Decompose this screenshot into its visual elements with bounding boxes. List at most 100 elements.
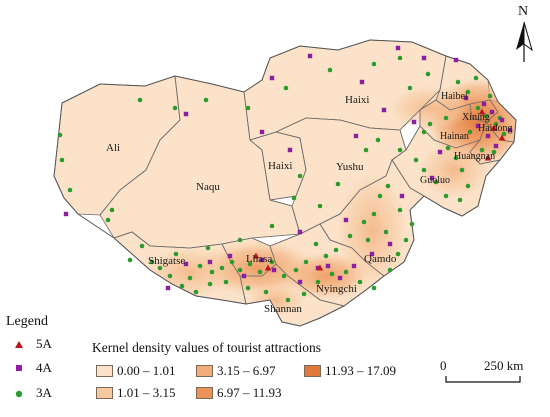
attraction-4a-point: [369, 251, 375, 257]
attraction-3a-point: [303, 259, 309, 265]
attraction-3a-point: [301, 291, 307, 297]
attraction-4a-point: [165, 285, 171, 291]
region-label-shigatse: Shigatse: [148, 255, 185, 267]
attraction-3a-point: [413, 157, 419, 163]
attraction-3a-point: [237, 267, 243, 273]
region-label-xining: Xining: [462, 112, 490, 123]
attraction-3a-point: [317, 203, 323, 209]
density-legend-title: Kernel density values of tourist attract…: [92, 340, 322, 355]
attraction-4a-point: [183, 261, 189, 267]
attraction-3a-point: [395, 251, 401, 257]
attraction-5a-point: [484, 154, 492, 161]
attraction-3a-point: [219, 265, 225, 271]
attraction-3a-point: [357, 279, 363, 285]
attraction-3a-point: [172, 105, 178, 111]
region-labels: Ali Naqu Haixi Haixi Yushu Haibei XiningHaidon…: [106, 91, 512, 315]
attraction-3a-point: [371, 285, 377, 291]
attraction-4a-point: [437, 149, 443, 155]
attraction-3a-point: [383, 229, 389, 235]
attraction-3a-point: [365, 237, 371, 243]
attraction-3a-point: [229, 259, 235, 265]
attraction-3a-point: [491, 149, 497, 155]
attraction-3a-point: [483, 113, 489, 119]
attraction-4a-point: [337, 275, 343, 281]
attraction-4a-point: [307, 53, 313, 59]
attraction-5a-point: [478, 108, 486, 115]
attraction-3a-point: [207, 281, 213, 287]
attraction-3a-point: [293, 267, 299, 273]
attraction-5a-point: [252, 252, 260, 259]
attraction-3a-point: [427, 121, 433, 127]
attraction-3a-point: [347, 233, 353, 239]
attraction-3a-point: [397, 55, 403, 61]
attraction-3a-point: [371, 211, 377, 217]
attraction-3a-point: [327, 67, 333, 73]
attraction-3a-point: [269, 259, 275, 265]
attraction-3a-point: [197, 263, 203, 269]
attraction-3a-point: [285, 297, 291, 303]
attraction-3a-point: [263, 289, 269, 295]
density-swatch-2: [96, 387, 113, 399]
attraction-4a-point: [269, 75, 275, 81]
density-class-2: 1.01 – 3.15: [96, 385, 176, 401]
density-swatch-3: [196, 365, 213, 377]
attraction-3a-point: [179, 283, 185, 289]
attraction-3a-point: [453, 155, 459, 161]
density-swatch-5: [304, 365, 321, 377]
attraction-4a-point: [421, 55, 427, 61]
attraction-3a-point: [137, 97, 143, 103]
region-label-haibei: Haibei: [441, 91, 468, 102]
legend-symbols: [15, 341, 23, 398]
attraction-3a-point: [343, 269, 349, 275]
attraction-4a-point: [411, 119, 417, 125]
attraction-3a-point: [375, 137, 381, 143]
attraction-3a-point: [105, 217, 111, 223]
attraction-3a-point: [139, 243, 145, 249]
attraction-4a-point: [453, 57, 459, 63]
north-label: N: [518, 4, 529, 19]
attraction-3a-point: [247, 261, 253, 267]
region-label-nyingchi: Nyingchi: [316, 283, 357, 295]
attraction-3a-point: [313, 241, 319, 247]
attraction-3a-point: [385, 183, 391, 189]
attraction-4a-point: [271, 267, 277, 273]
attraction-3a-point: [501, 131, 507, 137]
attraction-5a-point: [264, 264, 272, 271]
attraction-3a-point: [361, 219, 367, 225]
legend-3a-circle-icon: [15, 390, 23, 398]
attraction-3a-point: [297, 173, 303, 179]
attraction-4a-point: [399, 193, 405, 199]
plateau-outline: [53, 39, 517, 327]
attraction-3a-point: [291, 195, 297, 201]
attraction-3a-point: [57, 132, 63, 138]
attraction-3a-point: [403, 237, 409, 243]
attraction-3a-point: [421, 129, 427, 135]
attraction-3a-point: [363, 147, 369, 153]
region-label-ali: Ali: [106, 142, 120, 154]
attraction-4a-point: [353, 133, 359, 139]
attraction-3a-point: [371, 61, 377, 67]
attraction-4a-point: [429, 175, 435, 181]
attraction-3a-point: [173, 251, 179, 257]
attraction-3a-point: [157, 265, 163, 271]
attraction-3a-point: [335, 181, 341, 187]
attraction-3a-point: [377, 193, 383, 199]
legend-item-3a: 3A: [36, 385, 52, 400]
region-label-naqu: Naqu: [196, 181, 220, 193]
legend-5a-triangle-icon: [15, 341, 23, 348]
region-label-haixi-enclave: Haixi: [268, 160, 292, 172]
attraction-4a-point: [489, 109, 495, 115]
attraction-4a-point: [297, 279, 303, 285]
scale-zero-label: 0: [440, 358, 447, 373]
region-label-hainan: Hainan: [440, 131, 469, 142]
density-class-1: 0.00 – 1.01: [96, 363, 176, 379]
density-class-5: 11.93 – 17.09: [304, 363, 396, 379]
attraction-4a-point: [493, 143, 499, 149]
attraction-3a-point: [209, 269, 215, 275]
attraction-4a-point: [297, 229, 303, 235]
attraction-4a-point: [395, 45, 401, 51]
attraction-4a-point: [481, 101, 487, 107]
region-label-lhasa: Lhasa: [246, 253, 272, 265]
attraction-3a-point: [387, 267, 393, 273]
legend-title: Legend: [6, 314, 48, 329]
